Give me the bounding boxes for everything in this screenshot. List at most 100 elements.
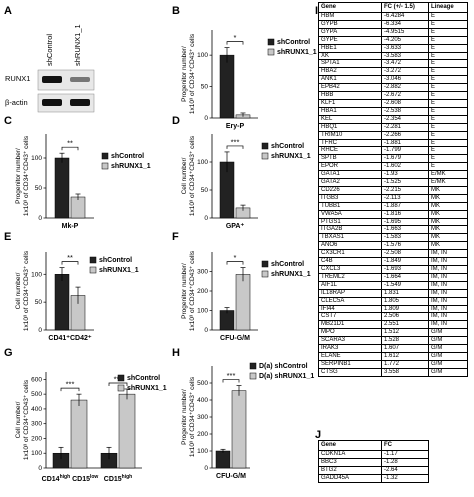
table-row: CX3CR1 -2.508 IM, IN (318, 249, 468, 259)
legend-swatch (261, 152, 269, 160)
fc-cell: -3.633 (381, 43, 429, 53)
x-category-label: CD41⁺CD42⁺ (48, 335, 91, 342)
gene-cell: TREML2 (318, 272, 382, 282)
table-row: SERPINB1 1.772 G/M (318, 359, 468, 369)
table-row: GYPA -4.9515 E (318, 27, 468, 37)
panel-label-a: A (4, 5, 12, 17)
y-tick-label: 300 (31, 421, 42, 428)
table-row: IFI44 1.809 IM, IN (318, 304, 468, 314)
y-tick-label: 500 (31, 391, 42, 398)
lineage-cell: E (428, 19, 468, 29)
table-row: AIF1L -1.549 IM, IN (318, 280, 468, 290)
y-tick-label: 0 (38, 327, 42, 334)
panel-label-j: J (315, 429, 321, 441)
band-runx1-shcontrol (42, 76, 62, 83)
legend-label: shControl (127, 375, 160, 382)
lane-label-shrunx1: shRUNX1_1 (73, 24, 82, 66)
table-row: BBC3 -1.28 (318, 457, 429, 467)
gene-cell: CST7 (318, 312, 382, 322)
lineage-cell: E (428, 35, 468, 45)
lineage-cell: MK (428, 217, 468, 227)
lineage-cell: E (428, 146, 468, 156)
table-row: GYPE -4.205 E (318, 35, 468, 45)
y-tick-label: 400 (31, 406, 42, 413)
lineage-cell: IM, IN (428, 280, 468, 290)
table-row: XK -3.583 E (318, 51, 468, 61)
lineage-cell: G/M (428, 328, 468, 338)
y-axis-label: Cell number/1x10³ of CD34⁺CD43⁺ cells (15, 379, 30, 460)
bar-shcontrol (54, 157, 70, 219)
lineage-cell: G/M (428, 359, 468, 369)
bar-shcontrol (215, 450, 231, 469)
gene-cell: TUBB1 (318, 201, 382, 211)
table-row: C4B -1.849 IM, IN (318, 257, 468, 266)
fc-cell: 3.558 (381, 367, 429, 377)
gene-cell: VWA5A (318, 209, 382, 219)
fc-cell: -3.472 (381, 59, 429, 69)
y-tick-label: 600 (31, 376, 42, 383)
fc-cell: 1.809 (381, 304, 429, 314)
table-row: HBA2 -3.272 E (318, 67, 468, 77)
lineage-cell: E (428, 154, 468, 164)
table-header-row: Gene FC (318, 440, 429, 451)
fc-cell: -1.816 (381, 209, 429, 219)
significance-bracket (61, 261, 79, 265)
lineage-cell: MK (428, 225, 468, 235)
panel-label-b: B (172, 5, 180, 17)
significance-bracket (226, 261, 244, 265)
bar-shrunx1 (231, 390, 247, 469)
table-row: HBA1 -2.538 E (318, 106, 468, 116)
blot-strip-actin (37, 93, 95, 113)
gene-cell: ELANE (318, 351, 382, 361)
lineage-cell: E (428, 43, 468, 53)
gene-cell: KEL (318, 114, 382, 124)
significance-label: ** (67, 139, 73, 148)
lineage-cell: MK (428, 233, 468, 243)
gene-cell: CLEC5A (318, 296, 382, 306)
table-row: HBB -2.672 E (318, 91, 468, 100)
lineage-cell: IM, IN (428, 296, 468, 306)
legend-label: shRUNX1_1 (99, 267, 139, 274)
panel-label-i: I (315, 5, 318, 17)
band-actin-shrunx1 (70, 99, 90, 106)
legend-label: shRUNX1_1 (271, 271, 311, 278)
panel-label-d: D (172, 115, 180, 127)
fc-cell: -2.64 (381, 465, 429, 475)
gene-cell: C4B (318, 257, 382, 266)
lineage-cell: E (428, 98, 468, 108)
legend-swatch (117, 384, 125, 392)
y-axis-label: Progenitor number/1x10³ of CD34⁺CD43⁺ ce… (181, 376, 196, 457)
y-tick-label: 500 (197, 380, 208, 387)
gene-cell: IRAK3 (318, 344, 382, 353)
y-tick-label: 0 (38, 215, 42, 222)
lineage-cell: E/MK (428, 178, 468, 187)
legend-label: shControl (271, 143, 304, 150)
legend-label: shControl (99, 257, 132, 264)
significance-bracket (108, 382, 128, 386)
table-row: TREML2 -1.664 IM, IN (318, 272, 468, 282)
gene-cell: BBC3 (318, 457, 382, 467)
fc-cell: 1.528 (381, 336, 429, 346)
fc-cell: 2.506 (381, 312, 429, 322)
legend-label: D(a) shRUNX1_1 (259, 373, 314, 380)
gene-cell: GYPB (318, 19, 382, 29)
fc-cell: -2.266 (381, 130, 429, 140)
significance-label: * (234, 33, 237, 42)
band-runx1-shrunx1 (70, 77, 90, 82)
legend-label: shControl (277, 39, 310, 46)
table-row: EPB42 -2.882 E (318, 83, 468, 93)
legend-swatch (101, 152, 109, 160)
table-row: CLEC5A 1.805 IM, IN (318, 296, 468, 306)
legend-label: shRUNX1_1 (127, 385, 167, 392)
lineage-cell: E (428, 122, 468, 132)
fc-cell: -2.608 (381, 98, 429, 108)
fc-cell: 1.831 (381, 288, 429, 298)
fc-cell: -2.882 (381, 83, 429, 93)
y-axis-label: Progenitor number/1x10³ of CD34⁺CD43⁺ ce… (181, 33, 196, 114)
lineage-cell: IM, IN (428, 257, 468, 266)
y-axis-label: Progenitor number/1x10³ of CD34⁺CD43⁺ ce… (181, 250, 196, 331)
gene-cell: HBQ1 (318, 122, 382, 132)
lineage-cell: IM, IN (428, 288, 468, 298)
fc-cell: -1.28 (381, 457, 429, 467)
